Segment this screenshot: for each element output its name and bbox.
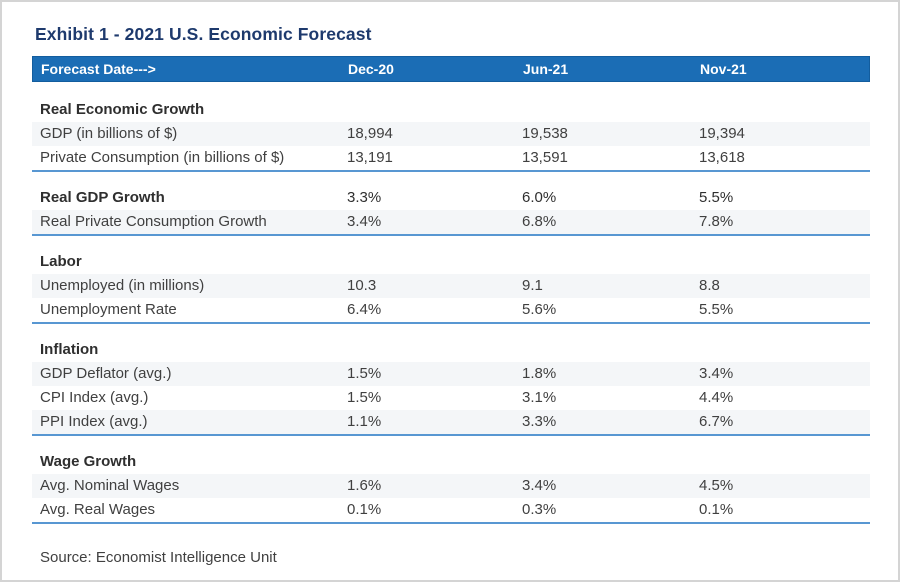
cell-value: 1.5% [347,389,382,406]
cell-value: 8.8 [699,277,720,294]
header-col-dec-20: Dec-20 [348,61,394,77]
section-title: Wage Growth [40,453,137,470]
row-label: PPI Index (avg.) [40,413,148,430]
cell-value: 6.7% [699,413,734,430]
section-title-row: Real GDP Growth 3.3% 6.0% 5.5% [32,186,870,210]
table-row: GDP Deflator (avg.) 1.5% 1.8% 3.4% [32,362,870,386]
cell-value: 19,538 [522,125,568,142]
cell-value: 19,394 [699,125,745,142]
row-label: GDP (in billions of $) [40,125,178,142]
exhibit-title: Exhibit 1 - 2021 U.S. Economic Forecast [35,24,372,44]
row-label: Unemployed (in millions) [40,277,205,294]
cell-value: 10.3 [347,277,377,294]
table-row: GDP (in billions of $) 18,994 19,538 19,… [32,122,870,146]
header-col-nov-21: Nov-21 [700,61,747,77]
cell-value: 9.1 [522,277,543,294]
table-row: PPI Index (avg.) 1.1% 3.3% 6.7% [32,410,870,436]
cell-value: 5.5% [699,301,734,318]
cell-value: 7.8% [699,213,734,230]
cell-value: 5.5% [699,189,734,206]
row-label: Private Consumption (in billions of $) [40,149,285,166]
header-forecast-date: Forecast Date---> [41,61,156,77]
cell-value: 13,618 [699,149,745,166]
cell-value: 4.5% [699,477,734,494]
cell-value: 1.6% [347,477,382,494]
cell-value: 18,994 [347,125,393,142]
cell-value: 6.8% [522,213,557,230]
row-label: GDP Deflator (avg.) [40,365,172,382]
cell-value: 3.4% [699,365,734,382]
table-row: Unemployed (in millions) 10.3 9.1 8.8 [32,274,870,298]
section-title-row: Inflation [32,338,870,362]
cell-value: 6.0% [522,189,557,206]
section-labor: Labor Unemployed (in millions) 10.3 9.1 … [32,250,870,324]
cell-value: 3.4% [347,213,382,230]
source-note: Source: Economist Intelligence Unit [40,549,277,566]
cell-value: 5.6% [522,301,557,318]
cell-value: 13,591 [522,149,568,166]
cell-value: 0.1% [347,501,382,518]
cell-value: 4.4% [699,389,734,406]
section-title: Real GDP Growth [40,189,165,206]
section-wage-growth: Wage Growth Avg. Nominal Wages 1.6% 3.4%… [32,450,870,524]
cell-value: 6.4% [347,301,382,318]
row-label: Avg. Real Wages [40,501,156,518]
section-title: Inflation [40,341,99,358]
table-row: Avg. Nominal Wages 1.6% 3.4% 4.5% [32,474,870,498]
section-real-gdp-growth: Real GDP Growth 3.3% 6.0% 5.5% Real Priv… [32,186,870,236]
table-row: Real Private Consumption Growth 3.4% 6.8… [32,210,870,236]
section-title-row: Real Economic Growth [32,98,870,122]
section-title-row: Labor [32,250,870,274]
section-inflation: Inflation GDP Deflator (avg.) 1.5% 1.8% … [32,338,870,436]
row-label: Unemployment Rate [40,301,177,318]
table-row: Avg. Real Wages 0.1% 0.3% 0.1% [32,498,870,524]
row-label: CPI Index (avg.) [40,389,149,406]
table-row: Private Consumption (in billions of $) 1… [32,146,870,172]
cell-value: 3.3% [522,413,557,430]
cell-value: 0.1% [699,501,734,518]
row-label: Avg. Nominal Wages [40,477,180,494]
table-row: CPI Index (avg.) 1.5% 3.1% 4.4% [32,386,870,410]
cell-value: 1.1% [347,413,382,430]
forecast-table: Forecast Date---> Dec-20 Jun-21 Nov-21 R… [32,56,870,524]
cell-value: 1.5% [347,365,382,382]
section-title: Real Economic Growth [40,101,205,118]
cell-value: 0.3% [522,501,557,518]
row-label: Real Private Consumption Growth [40,213,267,230]
cell-value: 13,191 [347,149,393,166]
cell-value: 3.4% [522,477,557,494]
cell-value: 3.3% [347,189,382,206]
cell-value: 3.1% [522,389,557,406]
table-header-row: Forecast Date---> Dec-20 Jun-21 Nov-21 [32,56,870,82]
table-row: Unemployment Rate 6.4% 5.6% 5.5% [32,298,870,324]
cell-value: 1.8% [522,365,557,382]
header-col-jun-21: Jun-21 [523,61,569,77]
section-title: Labor [40,253,82,270]
section-title-row: Wage Growth [32,450,870,474]
section-real-economic-growth: Real Economic Growth GDP (in billions of… [32,98,870,172]
